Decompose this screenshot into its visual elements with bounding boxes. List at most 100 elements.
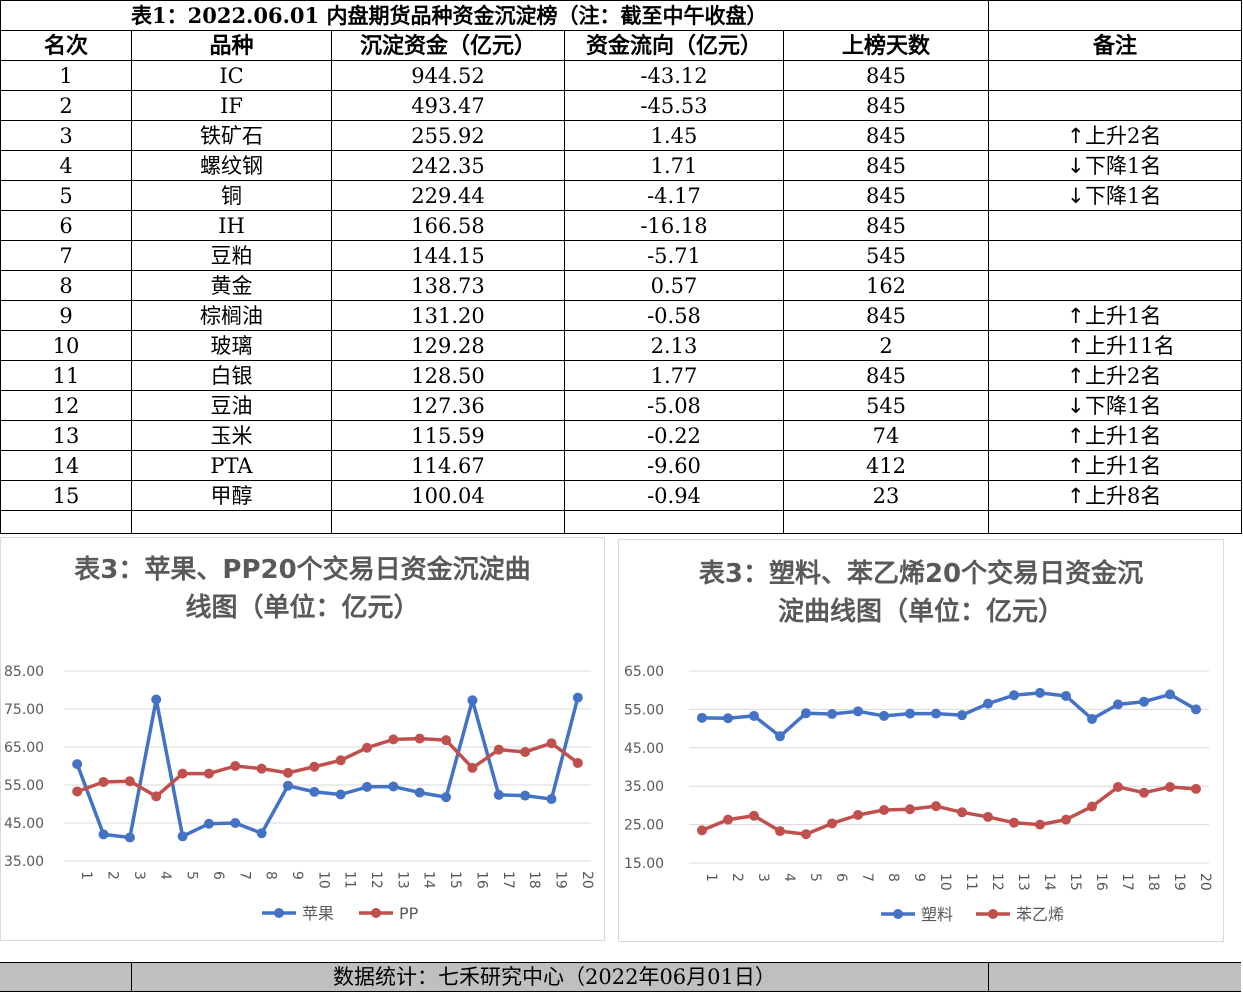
data-point	[256, 828, 267, 839]
note-text: 下降1名	[1085, 183, 1162, 208]
arrow-down-icon: ↓	[1067, 153, 1085, 178]
x-tick-label: 12	[368, 871, 384, 889]
x-tick-label: 19	[552, 871, 568, 889]
note-text: 上升1名	[1085, 423, 1162, 448]
days-cell: 845	[782, 150, 990, 181]
product-cell: IF	[131, 90, 332, 121]
note-cell: ↑上升2名	[988, 360, 1243, 391]
data-point	[697, 825, 707, 836]
data-point	[441, 792, 452, 803]
product-cell: 黄金	[131, 270, 332, 301]
data-point	[546, 794, 557, 805]
data-point	[335, 789, 346, 800]
plastic-styrene-chart: 表3：塑料、苯乙烯20个交易日资金沉 淀曲线图（单位：亿元） 15.00 25.0…	[618, 539, 1224, 942]
data-point	[1113, 781, 1123, 792]
flow-cell: -45.53	[564, 90, 784, 121]
data-point	[72, 759, 83, 770]
note-cell	[988, 90, 1243, 121]
days-cell: 412	[782, 450, 990, 481]
table-title-row: 表1：2022.06.01 内盘期货品种资金沉淀榜（注：截至中午收盘）	[0, 0, 1243, 31]
note-cell	[988, 240, 1243, 271]
note-text: 上升8名	[1085, 483, 1162, 508]
header-days: 上榜天数	[782, 30, 990, 61]
data-point	[335, 755, 346, 766]
data-point	[749, 710, 759, 721]
rank-cell: 2	[0, 90, 132, 121]
data-point	[493, 789, 504, 800]
arrow-up-icon: ↑	[1067, 453, 1085, 478]
product-cell: 铁矿石	[131, 120, 332, 151]
x-tick-label: 10	[937, 873, 953, 891]
arrow-up-icon: ↑	[1067, 303, 1085, 328]
flow-cell: -0.94	[564, 480, 784, 511]
footer-bar: 数据统计：七禾研究中心（2022年06月01日）	[0, 962, 1241, 992]
days-cell: 23	[782, 480, 990, 511]
y-tick-label: 15.00	[624, 856, 664, 872]
days-cell: 845	[782, 120, 990, 151]
rank-cell: 1	[0, 60, 132, 91]
table-row: 1 IC 944.52 -43.12 845	[0, 60, 1243, 91]
flow-cell: -16.18	[564, 210, 784, 241]
note-text: 下降1名	[1085, 153, 1162, 178]
y-tick-label: 55.00	[4, 778, 44, 794]
x-tick-label: 15	[447, 871, 463, 889]
product-cell: 玉米	[131, 420, 332, 451]
fund-cell: 128.50	[331, 360, 565, 391]
flow-cell: 1.71	[564, 150, 784, 181]
table-header-row: 名次 品种 沉淀资金（亿元） 资金流向（亿元） 上榜天数 备注	[0, 30, 1243, 61]
series-line-1	[75, 697, 580, 840]
rank-cell: 5	[0, 180, 132, 211]
fund-cell: 127.36	[331, 390, 565, 421]
flow-cell: 0.57	[564, 270, 784, 301]
data-point	[414, 787, 425, 798]
data-point	[723, 713, 733, 724]
fund-cell: 229.44	[331, 180, 565, 211]
note-cell: ↑上升1名	[988, 450, 1243, 481]
rank-cell: 10	[0, 330, 132, 361]
days-cell: 845	[782, 60, 990, 91]
data-point	[520, 790, 531, 801]
table-title: 表1：2022.06.01 内盘期货品种资金沉淀榜（注：截至中午收盘）	[0, 0, 990, 31]
x-tick-label: 5	[807, 873, 823, 882]
x-tick-label: 2	[105, 871, 121, 880]
flow-cell: -43.12	[564, 60, 784, 91]
y-tick-label: 25.00	[624, 818, 664, 834]
data-point	[775, 826, 785, 837]
days-cell: 2	[782, 330, 990, 361]
table-row: 5 铜 229.44 -4.17 845 ↓下降1名	[0, 180, 1243, 211]
data-point	[827, 818, 837, 829]
table-row: 8 黄金 138.73 0.57 162	[0, 270, 1243, 301]
product-cell: 棕榈油	[131, 300, 332, 331]
flow-cell: 1.45	[564, 120, 784, 151]
days-cell: 845	[782, 90, 990, 121]
data-point	[697, 712, 707, 723]
chart2-title-line1: 表3：塑料、苯乙烯20个交易日资金沉	[698, 559, 1144, 589]
note-text: 上升2名	[1085, 363, 1162, 388]
fund-ranking-table-wrap: 表1：2022.06.01 内盘期货品种资金沉淀榜（注：截至中午收盘） 名次 品…	[0, 0, 1243, 534]
data-point	[388, 734, 399, 745]
data-point	[572, 757, 583, 768]
data-point	[801, 829, 811, 840]
data-point	[775, 731, 785, 742]
series-line-2	[701, 785, 1197, 836]
legend-label: 塑料	[921, 905, 953, 924]
x-tick-label: 8	[885, 873, 901, 882]
empty-cell	[782, 510, 990, 534]
flow-cell: 2.13	[564, 330, 784, 361]
empty-cell	[131, 510, 332, 534]
data-point	[983, 811, 993, 822]
data-point	[230, 818, 241, 828]
rank-cell: 4	[0, 150, 132, 181]
y-tick-label: 65.00	[624, 664, 664, 680]
data-point	[441, 735, 452, 746]
arrow-down-icon: ↓	[1067, 393, 1085, 418]
days-cell: 545	[782, 390, 990, 421]
note-cell	[988, 270, 1243, 301]
fund-cell: 144.15	[331, 240, 565, 271]
data-point	[879, 805, 889, 816]
note-cell	[988, 60, 1243, 91]
data-point	[1165, 781, 1175, 792]
data-point	[362, 742, 373, 753]
footer-divider	[131, 963, 132, 991]
table-row: 12 豆油 127.36 -5.08 545 ↓下降1名	[0, 390, 1243, 421]
